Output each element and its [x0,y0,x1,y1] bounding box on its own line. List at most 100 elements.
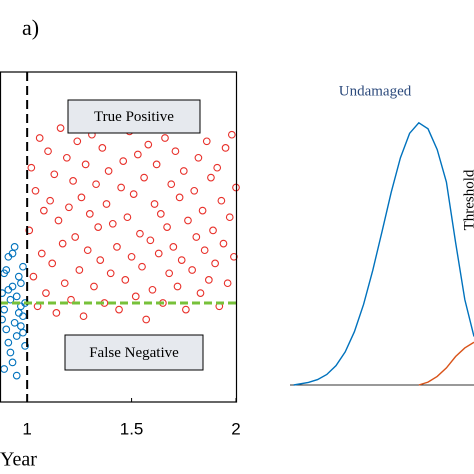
scatter-point [21,342,29,350]
curve [418,341,474,386]
scatter-point [42,289,50,297]
scatter-point [217,196,226,205]
scatter-point [146,236,155,245]
scatter-point [150,200,159,208]
scatter-point [12,371,21,380]
scatter-point [171,147,180,156]
scatter-point [56,124,65,132]
scatter-point [0,315,6,324]
scatter-point [54,216,63,225]
scatter-point [219,239,228,248]
scatter-point [98,144,107,152]
scatter-point [71,233,80,241]
scatter-point [163,223,171,231]
scatter-point [12,292,21,301]
scatter-point [31,186,40,195]
scatter-point [225,213,234,222]
scatter-point [221,144,230,152]
scatter-point [209,226,217,235]
scatter-point [161,134,169,142]
scatter-point [10,243,19,251]
scatter-point [104,167,113,175]
scatter-point [184,216,192,225]
scatter-point [92,180,100,189]
scatter-point [123,213,132,222]
scatter-point [58,239,67,248]
scatter-point [17,302,25,311]
scatter-point [19,328,27,337]
scatter-point [175,193,184,202]
scatter-point [198,206,207,215]
scatter-point [102,200,111,208]
scatter-point [117,183,125,192]
scatter-point [165,269,174,278]
scatter-point [67,295,75,304]
scatter-point [4,285,13,294]
scatter-point [0,365,9,373]
scatter-point [35,134,44,142]
scatter-point [83,246,92,255]
x-axis-label: Year [0,449,37,471]
annotation: Threshold [461,169,474,230]
scatter-point [52,309,61,317]
annotation: True Positive [94,109,174,125]
x-tick-label: 2 [231,419,240,438]
plot-frame [0,71,238,403]
scatter-point [138,262,146,271]
scatter-point [0,305,9,314]
scatter-point [177,256,186,264]
scatter-point [173,282,182,291]
scatter-point [115,305,123,314]
scatter-point [204,276,213,284]
scatter-point [194,153,203,162]
scatter-point [75,266,84,274]
scatter-point [2,325,11,334]
scatter-point [188,266,196,274]
scatter-point [29,272,38,281]
scatter-point [119,157,128,165]
annotation-box [67,99,201,134]
scatter-point [156,210,165,218]
scatter-point [108,219,117,228]
scatter-point [37,249,46,258]
scatter-point [196,289,205,297]
scatter-point [69,177,77,185]
scatter-point [140,173,148,182]
scatter-point [148,285,157,294]
scatter-point [62,153,71,162]
scatter-point [12,332,21,340]
scatter-point [27,163,36,172]
scatter-point [211,259,219,268]
annotation: Undamaged [339,83,412,99]
scatter-point [17,279,25,288]
scatter-point [17,322,25,330]
scatter-point [129,190,138,198]
scatter-point [192,233,201,241]
scatter-point [40,206,48,215]
scatter-point [223,279,232,288]
scatter-point [94,223,103,231]
scatter-point [190,186,199,195]
scatter-point [179,167,188,175]
scatter-point [113,243,121,251]
scatter-point [96,256,105,264]
scatter-point [79,312,88,321]
scatter-point [152,160,161,169]
scatter-point [8,358,17,367]
annotation-box [64,334,204,371]
scatter-point [81,160,90,169]
scatter-point [77,193,86,202]
scatter-point [14,272,23,281]
scatter-point [73,137,82,146]
scatter-point [133,150,142,159]
scatter-point [131,292,140,301]
scatter-point [202,137,211,146]
annotation: False Negative [89,345,179,361]
scatter-point [0,289,6,297]
scatter-point [121,276,130,284]
panel-label: a) [22,15,39,40]
scatter-point [4,338,13,347]
scatter-point [85,210,94,218]
scatter-point [25,226,34,235]
